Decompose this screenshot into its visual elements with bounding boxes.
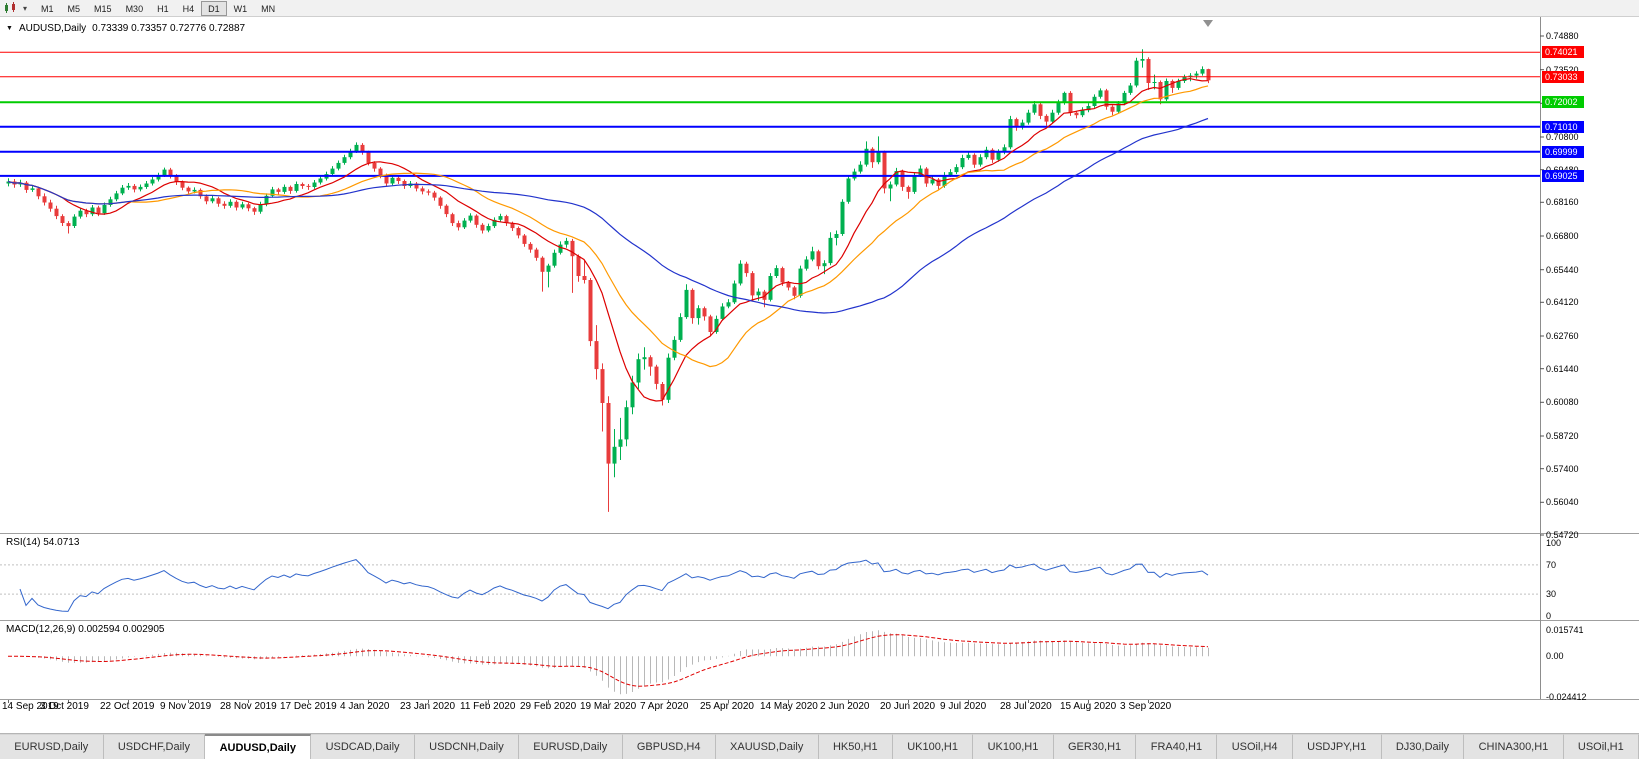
- time-axis-label: 3 Sep 2020: [1120, 701, 1172, 712]
- price-axis-label: 0.57400: [1546, 464, 1579, 474]
- chart-tab-6-gbpusd-h4[interactable]: GBPUSD,H4: [622, 734, 716, 759]
- chart-tab-2-audusd-daily[interactable]: AUDUSD,Daily: [205, 734, 312, 759]
- timeframe-toolbar: M1 M5 M15 M30 H1 H4 D1 W1 MN: [34, 0, 282, 16]
- chart-title: ▼ AUDUSD,Daily 0.73339 0.73357 0.72776 0…: [6, 23, 245, 34]
- price-axis-label: 0.70800: [1546, 132, 1579, 142]
- chart-title-ohlc: 0.73339 0.73357 0.72776 0.72887: [92, 23, 246, 34]
- time-axis-label: 25 Apr 2020: [700, 701, 754, 712]
- time-axis-label: 20 Jun 2020: [880, 701, 936, 712]
- toolbar: ▾ M1 M5 M15 M30 H1 H4 D1 W1 MN: [0, 0, 1639, 17]
- time-axis-label: 2 Jun 2020: [820, 701, 870, 712]
- macd-indicator-title: MACD(12,26,9) 0.002594 0.002905: [6, 624, 165, 635]
- timeframe-button-h4[interactable]: H4: [182, 3, 195, 14]
- chart-tab-11-ger30-h1[interactable]: GER30,H1: [1053, 734, 1137, 759]
- rsi-axis-label: 70: [1546, 560, 1557, 570]
- rsi-axis-label: 100: [1546, 538, 1562, 548]
- rsi-line: [19, 559, 1209, 612]
- price-axis-label: 0.60080: [1546, 397, 1579, 407]
- chart-tab-12-fra40-h1[interactable]: FRA40,H1: [1136, 734, 1218, 759]
- macd-axis-label: 0.00: [1546, 651, 1564, 661]
- ma-10-line: [7, 77, 1209, 402]
- price-axis-label: 0.54720: [1546, 530, 1579, 540]
- time-axis-label: 9 Nov 2019: [160, 701, 212, 712]
- chart-shift-marker-icon[interactable]: [1203, 20, 1213, 27]
- time-axis-label: 28 Jul 2020: [1000, 701, 1052, 712]
- chart-tab-3-usdcad-daily[interactable]: USDCAD,Daily: [311, 734, 415, 759]
- chart-tab-17-usoil-h1[interactable]: USOil,H1: [1563, 734, 1639, 759]
- chart-type-caret-icon[interactable]: ▾: [23, 3, 28, 13]
- price-axis-label: 0.61440: [1546, 364, 1579, 374]
- candlestick-series: [6, 49, 1211, 512]
- macd-histogram: [14, 630, 1209, 695]
- time-axis-label: 23 Jan 2020: [400, 701, 456, 712]
- price-axis-label: 0.58720: [1546, 431, 1579, 441]
- time-axis-label: 11 Feb 2020: [460, 701, 516, 712]
- time-axis-label: 7 Apr 2020: [640, 701, 689, 712]
- chart-tab-9-uk100-h1[interactable]: UK100,H1: [892, 734, 974, 759]
- timeframe-button-m5[interactable]: M5: [67, 3, 81, 14]
- time-axis-label: 14 Sep 2019: [2, 701, 59, 712]
- timeframe-button-m1[interactable]: M1: [41, 3, 54, 14]
- price-line-tag: 0.72002: [1542, 96, 1584, 108]
- time-axis-label: 19 Mar 2020: [580, 701, 637, 712]
- price-axis[interactable]: 0.748800.735200.721600.708000.694800.681…: [1541, 17, 1639, 717]
- timeframe-button-mn[interactable]: MN: [261, 3, 276, 14]
- horizontal-lines: [0, 51, 1540, 177]
- time-axis-label: 9 Jul 2020: [940, 701, 987, 712]
- chart-tab-7-xauusd-daily[interactable]: XAUUSD,Daily: [715, 734, 819, 759]
- time-axis-label: 14 May 2020: [760, 701, 818, 712]
- price-axis-label: 0.73520: [1546, 65, 1579, 75]
- chart-tab-5-eurusd-daily[interactable]: EURUSD,Daily: [519, 734, 623, 759]
- time-axis-label: 4 Jan 2020: [340, 701, 390, 712]
- timeframe-button-m30[interactable]: M30: [125, 3, 144, 14]
- price-axis-label: 0.62760: [1546, 331, 1579, 341]
- rsi-axis-label: 0: [1546, 611, 1552, 621]
- price-line-tag: 0.74021: [1542, 46, 1584, 58]
- chart-tab-4-usdcnh-daily[interactable]: USDCNH,Daily: [414, 734, 519, 759]
- chart-tab-15-dj30-daily[interactable]: DJ30,Daily: [1381, 734, 1465, 759]
- chart-tab-14-usdjpy-h1[interactable]: USDJPY,H1: [1292, 734, 1382, 759]
- macd-signal-line: [8, 634, 1209, 687]
- time-axis-label: 3 Oct 2019: [40, 701, 89, 712]
- price-line-tag: 0.71010: [1542, 121, 1584, 133]
- price-axis-label: 0.66800: [1546, 231, 1579, 241]
- chart-title-symbol: AUDUSD,Daily: [18, 23, 87, 34]
- chart-tab-bar: EURUSD,Daily USDCHF,Daily AUDUSD,Daily USDC…: [0, 733, 1639, 759]
- timeframe-button-w1[interactable]: W1: [233, 3, 248, 14]
- price-axis-label: 0.74880: [1546, 31, 1579, 41]
- ma-50-line: [7, 117, 1209, 314]
- time-axis[interactable]: 14 Sep 2019 3 Oct 2019 22 Oct 2019 9 Nov 20…: [0, 701, 1540, 714]
- time-axis-label: 29 Feb 2020: [520, 701, 577, 712]
- chart-tab-1-usdchf-daily[interactable]: USDCHF,Daily: [103, 734, 206, 759]
- chart-tab-8-hk50-h1[interactable]: HK50,H1: [818, 734, 893, 759]
- macd-axis-label: 0.015741: [1546, 625, 1584, 635]
- time-axis-label: 17 Dec 2019: [280, 701, 337, 712]
- chart-type-icon[interactable]: [3, 2, 19, 14]
- price-line-tag: 0.73033: [1542, 71, 1584, 83]
- macd-axis-label: -0.024412: [1546, 692, 1587, 702]
- time-axis-label: 28 Nov 2019: [220, 701, 277, 712]
- chart-menu-icon[interactable]: ▼: [6, 25, 13, 32]
- price-line-tag: 0.69025: [1542, 170, 1584, 182]
- ma-21-line: [7, 85, 1209, 368]
- price-axis-label: 0.56040: [1546, 497, 1579, 507]
- price-line-tag: 0.69999: [1542, 146, 1584, 158]
- timeframe-button-m15[interactable]: M15: [94, 3, 112, 14]
- chart-tab-16-china300-h1[interactable]: CHINA300,H1: [1464, 734, 1564, 759]
- rsi-axis-label: 30: [1546, 589, 1557, 599]
- timeframe-button-h1[interactable]: H1: [157, 3, 169, 14]
- rsi-indicator-title: RSI(14) 54.0713: [6, 537, 80, 548]
- chart-tab-0-eurusd-daily[interactable]: EURUSD,Daily: [0, 734, 104, 759]
- price-axis-label: 0.64120: [1546, 297, 1579, 307]
- time-axis-label: 22 Oct 2019: [100, 701, 155, 712]
- chart-tab-10-uk100-h1[interactable]: UK100,H1: [973, 734, 1054, 759]
- price-axis-label: 0.65440: [1546, 265, 1579, 275]
- timeframe-button-d1[interactable]: D1: [201, 0, 227, 16]
- chart-tab-13-usoil-h4[interactable]: USOil,H4: [1217, 734, 1293, 759]
- time-axis-label: 15 Aug 2020: [1060, 701, 1117, 712]
- price-axis-label: 0.68160: [1546, 197, 1579, 207]
